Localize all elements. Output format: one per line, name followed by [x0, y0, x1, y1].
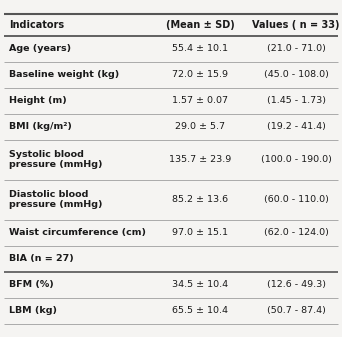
Text: (45.0 - 108.0): (45.0 - 108.0) [264, 70, 329, 79]
Text: Diastolic blood
pressure (mmHg): Diastolic blood pressure (mmHg) [9, 190, 103, 209]
Text: Baseline weight (kg): Baseline weight (kg) [9, 70, 119, 79]
Text: 55.4 ± 10.1: 55.4 ± 10.1 [172, 44, 228, 53]
Text: Systolic blood
pressure (mmHg): Systolic blood pressure (mmHg) [9, 150, 103, 170]
Text: (21.0 - 71.0): (21.0 - 71.0) [267, 44, 326, 53]
Text: LBM (kg): LBM (kg) [9, 306, 57, 315]
Text: Indicators: Indicators [9, 20, 64, 30]
Text: 135.7 ± 23.9: 135.7 ± 23.9 [169, 155, 231, 164]
Text: Waist circumference (cm): Waist circumference (cm) [9, 228, 146, 237]
Text: (Mean ± SD): (Mean ± SD) [166, 20, 235, 30]
Text: (12.6 - 49.3): (12.6 - 49.3) [267, 280, 326, 289]
Text: 65.5 ± 10.4: 65.5 ± 10.4 [172, 306, 228, 315]
Text: (62.0 - 124.0): (62.0 - 124.0) [264, 228, 329, 237]
Text: (1.45 - 1.73): (1.45 - 1.73) [267, 96, 326, 105]
Text: BMI (kg/m²): BMI (kg/m²) [9, 122, 72, 131]
Text: 34.5 ± 10.4: 34.5 ± 10.4 [172, 280, 228, 289]
Text: Values ( n = 33): Values ( n = 33) [252, 20, 340, 30]
Text: 85.2 ± 13.6: 85.2 ± 13.6 [172, 195, 228, 204]
Text: (50.7 - 87.4): (50.7 - 87.4) [267, 306, 326, 315]
Text: 1.57 ± 0.07: 1.57 ± 0.07 [172, 96, 228, 105]
Text: Age (years): Age (years) [9, 44, 71, 53]
Text: Height (m): Height (m) [9, 96, 67, 105]
Text: (100.0 - 190.0): (100.0 - 190.0) [261, 155, 332, 164]
Text: BIA (n = 27): BIA (n = 27) [9, 254, 74, 263]
Text: 29.0 ± 5.7: 29.0 ± 5.7 [175, 122, 225, 131]
Text: (19.2 - 41.4): (19.2 - 41.4) [267, 122, 326, 131]
Text: (60.0 - 110.0): (60.0 - 110.0) [264, 195, 329, 204]
Text: 97.0 ± 15.1: 97.0 ± 15.1 [172, 228, 228, 237]
Text: BFM (%): BFM (%) [9, 280, 54, 289]
Text: 72.0 ± 15.9: 72.0 ± 15.9 [172, 70, 228, 79]
